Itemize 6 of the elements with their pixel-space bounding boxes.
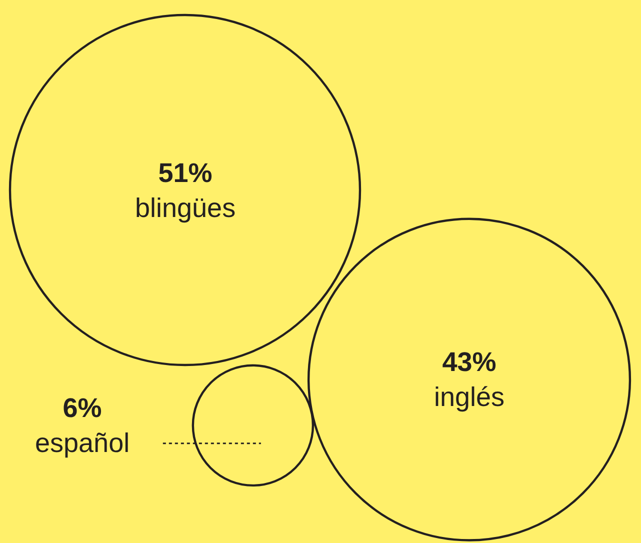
category-label: español — [35, 428, 130, 458]
data-label: 43% — [442, 347, 496, 377]
category-label: blingües — [135, 193, 236, 224]
category-label: inglés — [434, 382, 505, 412]
data-label: 6% — [62, 393, 102, 423]
data-label: 51% — [158, 158, 212, 188]
